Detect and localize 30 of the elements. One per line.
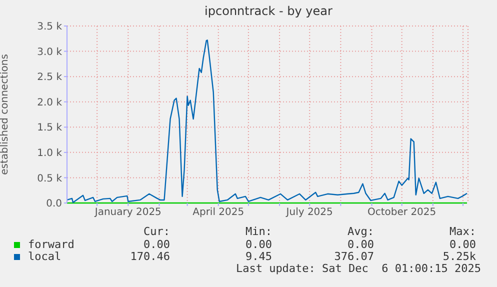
text: Cur: [144, 225, 170, 238]
y-tick-label: 0.0 [46, 198, 62, 210]
x-tick-label: January 2025 [94, 207, 162, 218]
line-series [66, 40, 468, 204]
text: 0.00 [246, 238, 272, 251]
legend-label: local [27, 250, 62, 263]
y-tick-label: 3.5 k [37, 22, 62, 33]
y-tick-label: 2.0 k [37, 97, 62, 108]
y-axis-title: established connections [0, 54, 11, 175]
text: Max: [450, 225, 476, 238]
legend-label: forward [27, 238, 74, 251]
text: Last update: Sat Dec 6 01:00:15 2025 [236, 262, 481, 275]
x-tick-label: April 2025 [192, 207, 244, 218]
text: 376.07 [334, 250, 374, 263]
text: 5.25k [442, 250, 476, 263]
text: Min: [246, 225, 272, 238]
y-tick-label: 1.5 k [37, 122, 62, 134]
text: Avg: [348, 225, 374, 238]
x-tick-label: July 2025 [285, 207, 333, 218]
text: 9.45 [246, 250, 272, 263]
y-tick-label: 2.5 k [37, 72, 62, 84]
text: 0.00 [144, 238, 170, 251]
text: 0.00 [348, 238, 374, 251]
text: 170.46 [130, 250, 170, 263]
y-tick-label: 3.0 k [37, 46, 62, 58]
chart-title: ipconntrack - by year [204, 3, 334, 20]
x-tick-label: October 2025 [368, 207, 436, 218]
text: 0.00 [450, 238, 476, 251]
y-tick-label: 0.5 k [37, 173, 62, 184]
y-tick-label: 1.0 k [37, 148, 62, 159]
